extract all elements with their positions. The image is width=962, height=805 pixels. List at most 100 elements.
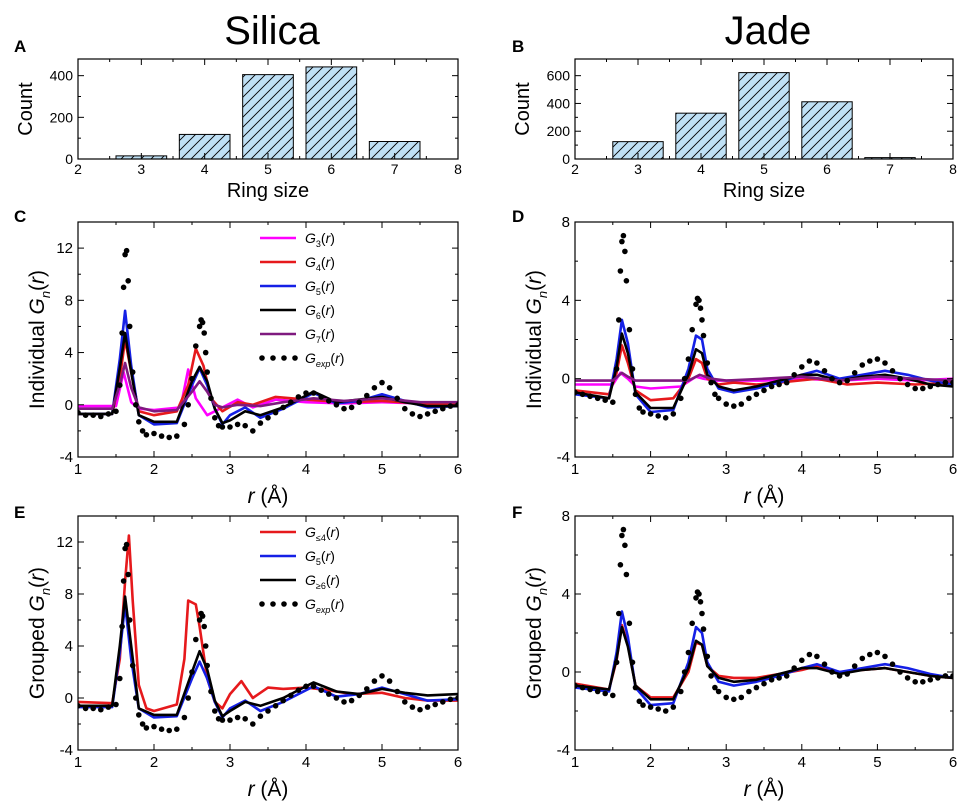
data-point bbox=[602, 690, 608, 697]
data-point bbox=[935, 675, 941, 681]
data-point bbox=[731, 696, 737, 703]
data-point bbox=[626, 326, 633, 333]
legend-label: G3(r) bbox=[305, 230, 335, 249]
data-point bbox=[753, 391, 760, 398]
data-point bbox=[655, 706, 661, 712]
x-tick-label: 4 bbox=[302, 754, 310, 771]
data-point bbox=[575, 389, 578, 396]
data-point bbox=[851, 663, 858, 669]
legend-label: G5(r) bbox=[305, 278, 335, 297]
data-point bbox=[201, 623, 207, 630]
data-point bbox=[166, 727, 172, 734]
data-point bbox=[356, 399, 363, 406]
data-point bbox=[851, 370, 858, 376]
plot-area bbox=[115, 66, 421, 159]
data-point bbox=[126, 323, 133, 330]
data-point bbox=[700, 626, 707, 632]
data-point bbox=[776, 675, 782, 681]
x-tick-label: 5 bbox=[378, 461, 386, 478]
legend-dot bbox=[259, 601, 265, 607]
data-point bbox=[440, 405, 446, 412]
data-point bbox=[189, 669, 195, 675]
data-point bbox=[768, 677, 775, 683]
data-point bbox=[90, 705, 96, 712]
data-point bbox=[836, 379, 843, 386]
data-point bbox=[681, 669, 688, 675]
data-point bbox=[123, 541, 130, 548]
panel-letter: A bbox=[14, 37, 26, 56]
data-point bbox=[712, 684, 718, 691]
data-point bbox=[295, 687, 302, 693]
data-point bbox=[105, 411, 112, 417]
data-point bbox=[158, 433, 165, 439]
x-axis-label: Ring size bbox=[723, 180, 805, 202]
data-point bbox=[409, 411, 416, 417]
x-axis-label: r (Å) bbox=[248, 778, 289, 801]
x-tick-label: 8 bbox=[454, 161, 462, 177]
data-point bbox=[250, 721, 256, 727]
legend-dot bbox=[281, 355, 287, 361]
data-point bbox=[704, 653, 711, 660]
panel-A: A 2 3 4 5 6 7 8 0 200 400 Ring size Count bbox=[14, 37, 462, 202]
data-point bbox=[904, 675, 911, 681]
data-point bbox=[126, 617, 133, 623]
data-point bbox=[791, 665, 797, 671]
data-point bbox=[693, 301, 699, 308]
x-tick-label: 3 bbox=[226, 461, 234, 478]
data-point bbox=[204, 369, 210, 375]
data-point bbox=[78, 703, 81, 709]
data-point bbox=[133, 695, 139, 701]
bar-ring-5 bbox=[738, 72, 790, 159]
y-tick-label: 4 bbox=[65, 345, 73, 362]
data-point bbox=[613, 659, 620, 666]
data-point bbox=[814, 360, 820, 366]
x-tick-label: 6 bbox=[454, 461, 462, 478]
x-tick-label: 7 bbox=[391, 161, 399, 177]
data-point bbox=[768, 383, 775, 390]
data-point bbox=[821, 368, 828, 374]
y-axis-label: Count bbox=[512, 82, 534, 136]
data-point bbox=[151, 723, 157, 730]
data-point bbox=[927, 677, 934, 683]
x-tick-label: 3 bbox=[722, 754, 730, 771]
data-point bbox=[119, 623, 125, 630]
y-tick-label: -4 bbox=[557, 742, 570, 759]
data-point bbox=[874, 356, 881, 362]
y-axis-label: Individual Gn(r) bbox=[523, 270, 550, 409]
data-point bbox=[386, 385, 393, 391]
data-point bbox=[844, 671, 850, 677]
y-tick-label: -4 bbox=[60, 742, 73, 759]
plot-area bbox=[575, 526, 953, 714]
data-point bbox=[208, 395, 214, 402]
bar-ring-5 bbox=[242, 74, 294, 159]
data-point bbox=[836, 673, 843, 679]
data-point bbox=[341, 699, 347, 705]
data-point bbox=[129, 369, 136, 375]
data-point bbox=[117, 382, 123, 389]
plot-area bbox=[78, 247, 458, 441]
data-point bbox=[348, 697, 355, 704]
y-tick-label: 200 bbox=[547, 123, 571, 139]
data-point bbox=[776, 381, 782, 388]
data-point bbox=[113, 701, 119, 708]
panel-letter: F bbox=[512, 503, 522, 522]
series-g≥6r bbox=[575, 625, 953, 701]
data-point bbox=[844, 377, 850, 384]
y-tick-label: 4 bbox=[65, 638, 73, 655]
panel-letter: C bbox=[14, 207, 26, 226]
x-tick-label: 2 bbox=[150, 461, 158, 478]
data-point bbox=[616, 610, 622, 617]
data-point bbox=[432, 701, 439, 708]
y-tick-label: 12 bbox=[56, 534, 73, 551]
panel-letter: E bbox=[14, 503, 25, 522]
data-point bbox=[227, 424, 233, 430]
data-point bbox=[626, 620, 633, 627]
x-tick-label: 8 bbox=[949, 161, 957, 177]
data-point bbox=[394, 688, 401, 695]
data-point bbox=[619, 532, 625, 539]
x-tick-label: 1 bbox=[74, 461, 82, 478]
data-point bbox=[193, 636, 199, 643]
series-gexpr bbox=[78, 247, 458, 441]
